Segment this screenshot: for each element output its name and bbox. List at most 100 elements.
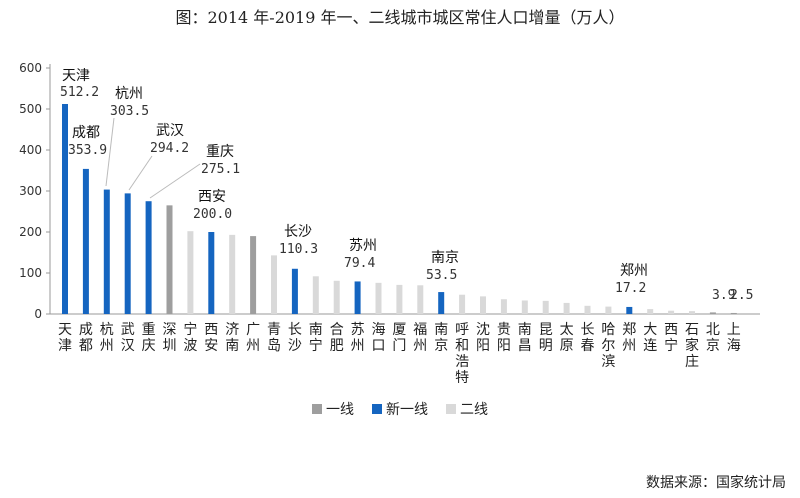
bar-长春 — [584, 305, 591, 314]
data-label: 512.2 — [60, 85, 99, 100]
annotation-city: 武汉 — [156, 123, 184, 139]
category-label: 武汉 — [121, 322, 135, 354]
category-label: 成都 — [79, 322, 93, 354]
chart-title: 图：2014 年-2019 年一、二线城市城区常住人口增量（万人） — [175, 8, 625, 27]
y-tick-label: 600 — [19, 61, 42, 75]
legend-label: 一线 — [326, 402, 354, 418]
leader-line — [128, 155, 153, 191]
category-label: 广州 — [246, 322, 260, 354]
category-label: 宁波 — [183, 321, 197, 354]
bar-苏州 — [354, 281, 361, 314]
data-label: 3.9 — [712, 288, 735, 303]
category-label: 济南 — [225, 322, 239, 354]
data-label: 53.5 — [426, 268, 457, 283]
category-label: 沈阳 — [476, 322, 490, 354]
category-label: 太原 — [560, 322, 574, 354]
category-label: 贵阳 — [497, 322, 511, 354]
annotation-city: 杭州 — [115, 86, 143, 102]
bar-南宁 — [312, 276, 319, 314]
bar-西安 — [208, 232, 215, 314]
bar-石家庄 — [689, 311, 695, 314]
y-tick-label: 500 — [19, 102, 42, 116]
bar-太原 — [563, 302, 570, 314]
bar-广州 — [250, 236, 257, 314]
y-tick-label: 300 — [19, 184, 42, 198]
data-label: 110.3 — [279, 242, 318, 257]
data-label: 275.1 — [201, 162, 240, 177]
category-label: 北京 — [706, 322, 720, 354]
data-label: 79.4 — [344, 256, 375, 271]
leader-line — [149, 163, 201, 199]
leader-line — [105, 117, 115, 187]
bar-成都 — [82, 168, 89, 314]
bar-呼和浩特 — [459, 294, 466, 314]
bar-天津 — [62, 103, 68, 314]
legend-swatch-一线 — [312, 404, 322, 414]
category-label: 长春 — [581, 322, 595, 354]
category-label: 南京 — [434, 322, 448, 354]
category-label: 天津 — [58, 322, 72, 354]
bar-南京 — [438, 292, 445, 314]
category-label: 合肥 — [330, 322, 344, 354]
legend-swatch-新一线 — [372, 404, 382, 414]
category-label: 西安 — [204, 322, 218, 354]
data-label: 200.0 — [193, 207, 232, 222]
bar-宁波 — [187, 231, 194, 314]
annotation-city: 郑州 — [620, 263, 648, 279]
bar-济南 — [229, 234, 236, 314]
bar-北京 — [709, 312, 716, 314]
bar-青岛 — [271, 255, 277, 314]
bar-杭州 — [103, 189, 110, 314]
legend-label: 二线 — [460, 402, 488, 418]
category-label: 杭州 — [100, 322, 114, 354]
bar-沈阳 — [480, 296, 486, 314]
category-label: 厦门 — [392, 322, 406, 354]
category-label: 昆明 — [539, 322, 553, 354]
data-label: 303.5 — [110, 104, 149, 119]
annotation-city: 天津 — [62, 68, 90, 84]
legend-swatch-二线 — [446, 404, 456, 414]
annotation-city: 南京 — [431, 250, 459, 266]
bar-海口 — [375, 282, 382, 314]
bar-昆明 — [542, 300, 549, 314]
bar-长沙 — [291, 268, 298, 314]
category-label: 青岛 — [267, 322, 281, 354]
legend-label: 新一线 — [386, 402, 428, 418]
bar-重庆 — [145, 201, 152, 314]
bar-大连 — [647, 309, 654, 314]
category-label: 海口 — [372, 322, 386, 354]
bar-西宁 — [668, 310, 675, 314]
category-label: 郑州 — [622, 322, 636, 354]
bar-哈尔滨 — [605, 306, 612, 314]
y-tick-label: 200 — [19, 225, 42, 239]
category-label: 苏州 — [351, 322, 365, 354]
annotation-city: 重庆 — [206, 144, 234, 160]
category-label: 哈尔滨 — [601, 322, 615, 370]
bar-福州 — [417, 285, 424, 314]
bar-武汉 — [124, 193, 131, 314]
category-label: 呼和浩特 — [455, 322, 469, 386]
annotation-city: 西安 — [198, 189, 226, 205]
data-label: 353.9 — [68, 143, 107, 158]
annotation-city: 成都 — [72, 125, 100, 141]
category-label: 长沙 — [288, 322, 302, 354]
bar-上海 — [730, 312, 737, 314]
y-tick-label: 400 — [19, 143, 42, 157]
category-label: 大连 — [643, 322, 657, 354]
bar-南昌 — [521, 300, 528, 314]
category-label: 石家庄 — [685, 322, 699, 370]
bar-贵阳 — [500, 299, 507, 314]
y-tick-label: 100 — [19, 266, 42, 280]
bar-深圳 — [166, 205, 173, 314]
category-label: 上海 — [727, 322, 741, 354]
data-label: 17.2 — [615, 281, 646, 296]
annotation-city: 长沙 — [284, 224, 312, 240]
annotation-city: 苏州 — [349, 238, 377, 254]
source-note: 数据来源：国家统计局 — [646, 475, 786, 491]
y-tick-label: 0 — [34, 307, 42, 321]
bar-厦门 — [396, 284, 403, 314]
category-label: 福州 — [413, 322, 427, 354]
category-label: 重庆 — [142, 322, 156, 354]
